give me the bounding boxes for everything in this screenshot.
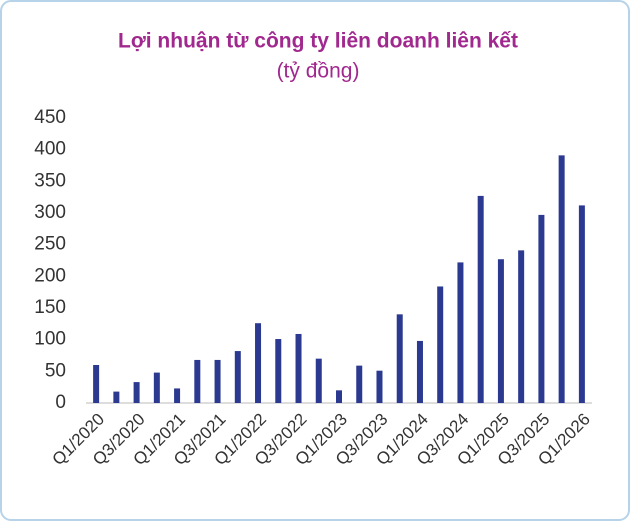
bar [416, 340, 423, 403]
bar [315, 358, 322, 403]
y-tick-label: 200 [34, 265, 66, 286]
bar [295, 333, 302, 403]
bar [376, 370, 383, 403]
bar [396, 314, 403, 403]
bar [558, 155, 565, 403]
bar [133, 382, 140, 403]
bar [174, 388, 181, 403]
y-tick-label: 150 [34, 297, 66, 318]
bar [497, 259, 504, 403]
bar [477, 195, 484, 403]
y-tick-label: 50 [45, 360, 66, 381]
bar [578, 205, 585, 403]
bar [437, 286, 444, 403]
bar [356, 365, 363, 403]
bar [194, 359, 201, 403]
bar [93, 365, 100, 403]
y-tick-label: 300 [34, 202, 66, 223]
bar [336, 390, 342, 403]
bar [518, 250, 525, 403]
y-tick-label: 0 [55, 392, 66, 413]
bar [234, 351, 241, 403]
y-tick-label: 100 [34, 329, 66, 350]
bar [275, 339, 282, 403]
y-tick-label: 350 [34, 170, 66, 191]
y-tick-label: 450 [34, 107, 66, 128]
bar [255, 323, 262, 403]
bar [457, 262, 464, 403]
bar [538, 214, 545, 403]
y-tick-label: 400 [34, 139, 66, 160]
bar [214, 359, 221, 403]
y-tick-label: 250 [34, 234, 66, 255]
bar [153, 372, 160, 403]
chart-title: Lợi nhuận từ công ty liên doanh liên kết [118, 30, 518, 53]
chart-subtitle: (tỷ đồng) [277, 60, 360, 83]
bar [113, 391, 120, 403]
